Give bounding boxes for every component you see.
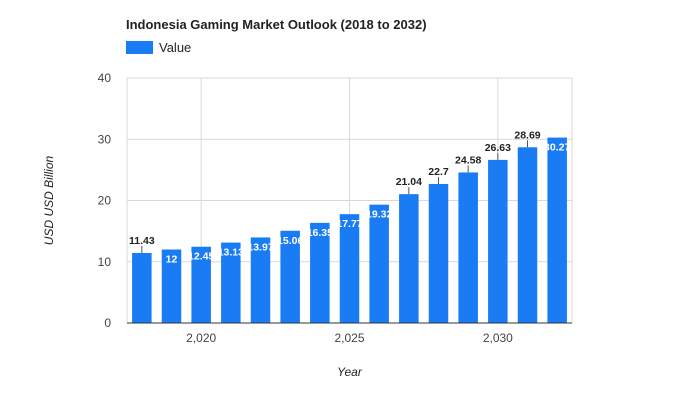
data-label: 15.06 bbox=[277, 235, 303, 247]
bar bbox=[458, 172, 478, 323]
data-label: 17.77 bbox=[336, 218, 362, 230]
x-tick-label: 2,020 bbox=[186, 331, 216, 345]
bar bbox=[428, 183, 449, 323]
y-axis-title: USD USD Billion bbox=[42, 155, 56, 245]
data-label: 24.58 bbox=[455, 154, 481, 166]
data-label: 13.13 bbox=[218, 247, 244, 259]
y-tick-label: 0 bbox=[104, 316, 111, 330]
bar bbox=[488, 159, 508, 323]
bar bbox=[161, 249, 182, 323]
data-label: 16.35 bbox=[307, 227, 333, 239]
legend-label: Value bbox=[159, 40, 192, 55]
y-tick-label: 20 bbox=[98, 194, 112, 208]
legend: Value bbox=[126, 40, 191, 55]
bar bbox=[310, 222, 330, 323]
bar bbox=[191, 246, 211, 323]
data-label: 19.32 bbox=[366, 209, 392, 221]
bar bbox=[250, 237, 271, 323]
bar bbox=[221, 242, 241, 323]
x-tick-label: 2,025 bbox=[334, 331, 364, 345]
bar bbox=[369, 204, 389, 323]
chart-title: Indonesia Gaming Market Outlook (2018 to… bbox=[126, 17, 427, 32]
data-label: 21.04 bbox=[396, 176, 422, 188]
y-tick-label: 40 bbox=[98, 71, 112, 85]
y-tick-label: 30 bbox=[98, 132, 112, 146]
bar bbox=[399, 194, 419, 323]
data-label: 30.27 bbox=[544, 142, 570, 154]
x-tick-label: 2,030 bbox=[483, 331, 513, 345]
data-label: 12.45 bbox=[188, 251, 214, 263]
y-tick-label: 10 bbox=[98, 255, 112, 269]
bar bbox=[280, 230, 300, 323]
data-label: 13.97 bbox=[247, 241, 273, 253]
bar bbox=[547, 137, 567, 323]
data-label: 28.69 bbox=[514, 129, 540, 141]
bar bbox=[517, 147, 538, 323]
data-label: 11.43 bbox=[129, 235, 155, 247]
data-label: 22.7 bbox=[428, 166, 449, 178]
data-label: 26.63 bbox=[485, 142, 511, 154]
legend-swatch bbox=[126, 41, 153, 54]
bar bbox=[132, 252, 152, 323]
x-axis-title: Year bbox=[337, 365, 363, 379]
bar bbox=[339, 214, 360, 323]
data-label: 12 bbox=[166, 254, 178, 266]
